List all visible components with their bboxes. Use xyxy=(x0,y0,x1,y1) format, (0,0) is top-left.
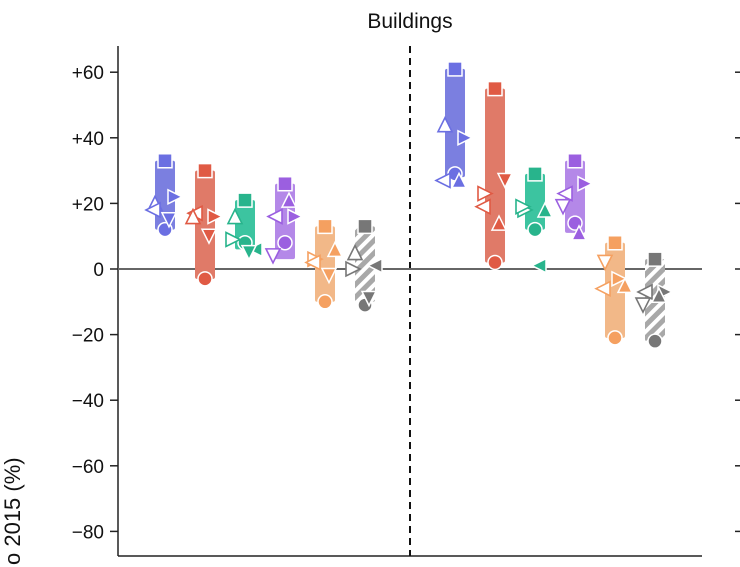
marker-tri-right xyxy=(477,185,494,202)
marker-square xyxy=(197,162,213,179)
marker-tri-left xyxy=(474,198,491,215)
marker-tri-right xyxy=(611,270,628,288)
y-tick-label: +60 xyxy=(72,63,104,84)
marker-tri-up xyxy=(436,115,454,133)
marker-tri-down xyxy=(554,198,572,216)
marker-tri-left xyxy=(636,283,653,301)
range-bar xyxy=(355,226,375,302)
marker-tri-left xyxy=(434,172,451,189)
marker-tri-up xyxy=(650,286,668,303)
marker-tri-up xyxy=(326,240,344,258)
marker-square xyxy=(447,61,463,77)
y-tick-label: +20 xyxy=(72,194,104,215)
range-bar xyxy=(525,173,545,230)
y-axis-label: o 2015 (%) xyxy=(0,457,25,565)
marker-tri-up xyxy=(570,224,588,241)
marker-tri-up xyxy=(280,191,298,208)
y-tick-label: −80 xyxy=(72,522,104,543)
marker-tri-down xyxy=(160,212,178,229)
marker-tri-right xyxy=(515,198,532,215)
marker-square xyxy=(487,80,503,97)
marker-square xyxy=(157,153,173,169)
range-bar xyxy=(195,170,215,279)
y-tick-label: −60 xyxy=(72,457,104,478)
marker-tri-down xyxy=(240,244,258,262)
range-bar xyxy=(445,68,465,178)
chart-title: Buildings xyxy=(367,10,452,33)
marker-tri-right xyxy=(225,231,242,248)
marker-tri-right xyxy=(345,260,362,278)
y-tick-label: −20 xyxy=(72,326,104,347)
marker-tri-down xyxy=(496,172,514,190)
marker-tri-left xyxy=(266,208,283,225)
marker-tri-left xyxy=(366,257,383,274)
marker-square xyxy=(277,175,293,192)
y-tick-label: +40 xyxy=(72,129,104,150)
marker-tri-right xyxy=(577,175,594,192)
marker-tri-up xyxy=(450,171,468,189)
marker-circle xyxy=(197,271,213,287)
marker-tri-right xyxy=(457,129,474,147)
marker-square xyxy=(357,218,373,235)
data-markers xyxy=(144,61,674,349)
marker-circle xyxy=(277,235,293,251)
y-tick-label: 0 xyxy=(93,260,104,281)
marker-tri-down xyxy=(320,267,338,285)
marker-square xyxy=(647,251,663,267)
marker-tri-down xyxy=(200,228,218,245)
marker-circle xyxy=(487,254,503,271)
marker-tri-left xyxy=(530,257,547,274)
y-tick-label: −40 xyxy=(72,391,104,412)
marker-tri-right xyxy=(167,188,184,206)
marker-tri-up xyxy=(536,201,554,218)
marker-tri-right xyxy=(287,208,304,225)
marker-tri-down xyxy=(634,297,652,314)
marker-tri-right xyxy=(207,208,224,225)
marker-tri-left xyxy=(594,280,611,297)
marker-tri-down xyxy=(360,290,378,308)
marker-tri-left xyxy=(556,185,573,202)
marker-circle xyxy=(647,333,663,349)
marker-circle xyxy=(527,221,543,238)
marker-tri-down xyxy=(264,248,282,265)
marker-tri-left xyxy=(144,201,161,219)
marker-tri-up xyxy=(616,276,634,294)
marker-tri-up xyxy=(184,207,202,225)
marker-square xyxy=(527,166,543,182)
marker-tri-down xyxy=(596,254,614,272)
marker-square xyxy=(607,235,623,251)
marker-square xyxy=(567,153,583,169)
marker-square xyxy=(237,192,253,208)
marker-square xyxy=(317,218,333,235)
marker-circle xyxy=(317,294,333,310)
range-bar xyxy=(605,242,625,338)
marker-tri-left xyxy=(304,254,321,271)
marker-tri-up xyxy=(226,207,244,225)
range-bar xyxy=(315,226,335,302)
y-ticks: +60 +40 +20 0 −20 −40 −60 −80 xyxy=(72,63,740,543)
marker-tri-up xyxy=(490,214,508,231)
marker-tri-up xyxy=(346,243,364,261)
marker-circle xyxy=(607,330,623,346)
